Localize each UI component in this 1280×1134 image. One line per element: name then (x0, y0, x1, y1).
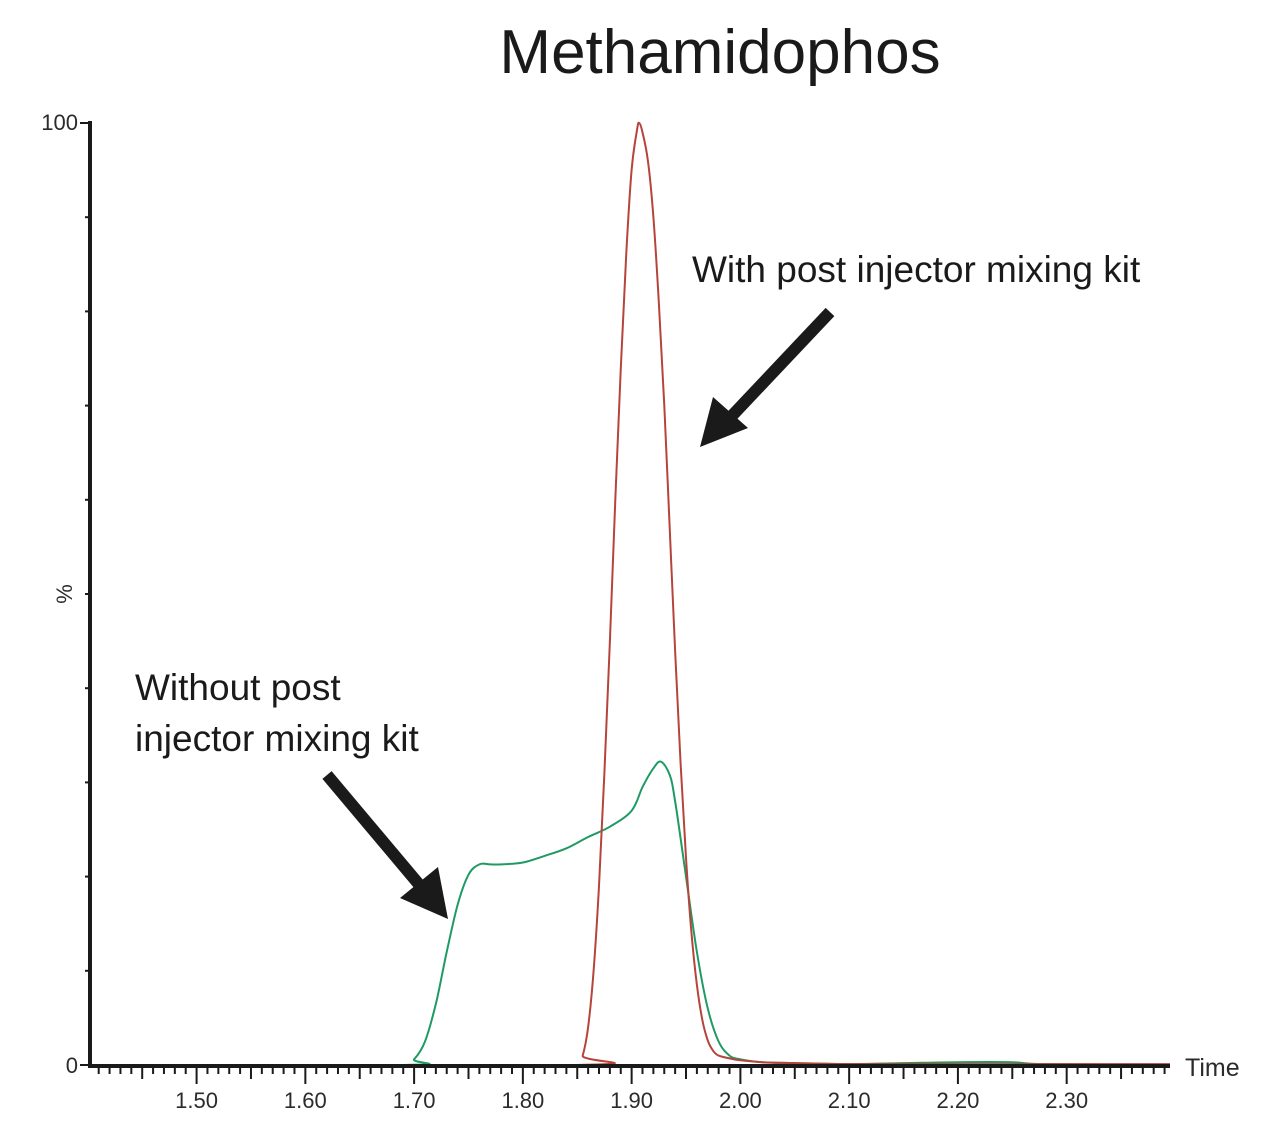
annotation-without-kit-text-line1: Without post (135, 667, 341, 708)
x-axis: 1.50 1.60 1.70 1.80 1.90 2.00 2.10 2.20 2.30 Tim… (88, 1054, 1240, 1113)
chart-title: Methamidophos (499, 18, 940, 87)
annotation-without-kit: Without post injector mixing kit (135, 667, 448, 919)
x-axis-tick-labels: 1.50 1.60 1.70 1.80 1.90 2.00 2.10 2.20 2.30 (175, 1088, 1088, 1113)
annotation-without-kit-text-line2: injector mixing kit (135, 718, 419, 759)
y-axis-ticks (80, 122, 90, 1066)
x-axis-label: Time (1185, 1054, 1240, 1082)
x-tick-label: 1.50 (175, 1088, 218, 1113)
y-tick-label-max: 100 (41, 110, 78, 135)
x-tick-label: 2.20 (937, 1088, 980, 1113)
series-without-mixing-kit (90, 760, 1171, 1067)
y-axis-label: % (52, 584, 77, 604)
arrow-icon (322, 771, 448, 919)
plot-area (90, 121, 1171, 1067)
y-axis: 100 0 % (41, 110, 92, 1078)
annotation-with-kit: With post injector mixing kit (692, 249, 1141, 447)
x-tick-label: 1.90 (610, 1088, 653, 1113)
annotation-with-kit-text: With post injector mixing kit (692, 249, 1141, 290)
x-tick-label: 1.70 (393, 1088, 436, 1113)
x-tick-label: 1.80 (501, 1088, 544, 1113)
x-tick-label: 2.10 (828, 1088, 871, 1113)
x-axis-ticks (97, 1068, 1166, 1084)
arrow-icon (700, 307, 835, 447)
x-tick-label: 2.30 (1045, 1088, 1088, 1113)
y-tick-label-min: 0 (66, 1053, 78, 1078)
series-with-mixing-kit (90, 121, 1170, 1067)
x-tick-label: 1.60 (284, 1088, 327, 1113)
x-tick-label: 2.00 (719, 1088, 762, 1113)
